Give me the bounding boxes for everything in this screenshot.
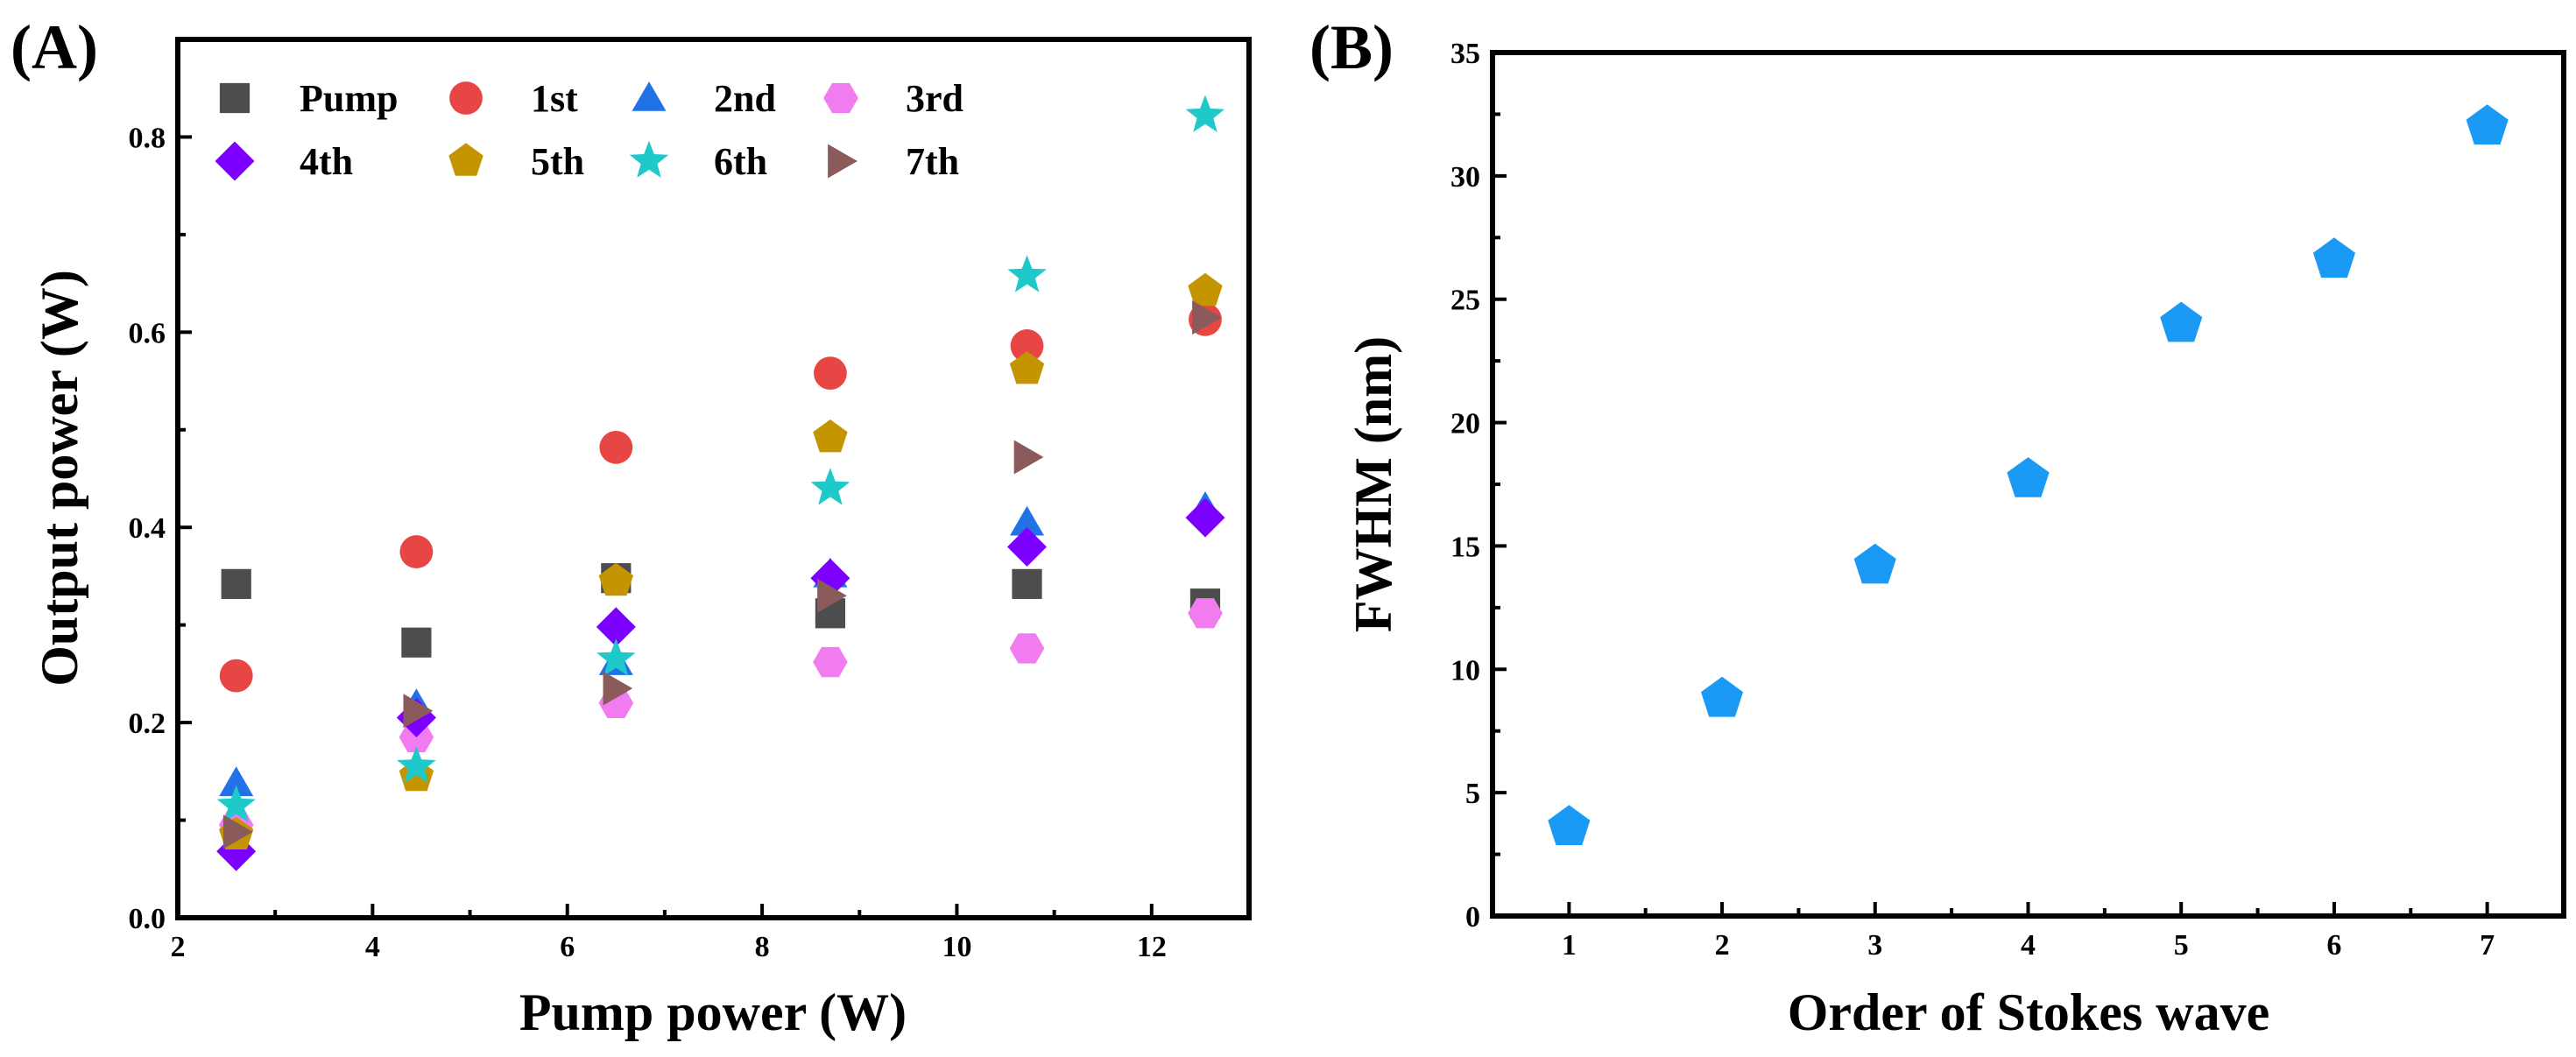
legend-label-pump: Pump bbox=[300, 77, 398, 120]
legend-marker-4th bbox=[215, 141, 255, 181]
panel-b-letter: (B) bbox=[1309, 12, 1394, 82]
panel-a-xtick-label: 8 bbox=[755, 931, 770, 963]
panel-a-points bbox=[216, 95, 1225, 871]
panel-a-legend: Pump 1st 2nd 3rd 4th 5th 6th 7th bbox=[215, 77, 963, 183]
panel-a-point-4th bbox=[596, 607, 636, 647]
panel-b-ytick-label: 35 bbox=[1450, 38, 1480, 70]
panel-a-ytick-label: 0.6 bbox=[129, 317, 166, 349]
legend-marker-pump bbox=[219, 82, 251, 114]
panel-b-xlabel: Order of Stokes wave bbox=[1788, 983, 2270, 1041]
panel-b-xtick-label: 4 bbox=[2021, 929, 2036, 962]
panel-a-point-6th bbox=[1007, 255, 1047, 292]
panel-a-xtick-label: 2 bbox=[171, 931, 186, 963]
panel-b-ticks: 1 2 3 4 5 6 7 0 5 10 15 20 25 30 35 bbox=[1450, 38, 2565, 962]
legend-label-2nd: 2nd bbox=[714, 77, 776, 120]
panel-a-ytick-label: 0.4 bbox=[129, 512, 166, 545]
legend-label-4th: 4th bbox=[300, 140, 353, 183]
panel-a-point-5th bbox=[1009, 351, 1045, 384]
legend-marker-6th bbox=[629, 140, 669, 178]
panel-b-ytick-label: 5 bbox=[1465, 778, 1480, 810]
panel-a-point-7th bbox=[1013, 440, 1044, 475]
panel-a-xtick-label: 6 bbox=[560, 931, 575, 963]
panel-b-point-fwhm bbox=[1701, 676, 1744, 717]
panel-a-xlabel: Pump power (W) bbox=[519, 983, 907, 1041]
panel-b-ytick-label: 25 bbox=[1450, 285, 1480, 317]
panel-a-letter: (A) bbox=[11, 12, 98, 82]
panel-b-xtick-label: 2 bbox=[1715, 929, 1730, 962]
legend-label-3rd: 3rd bbox=[906, 77, 963, 120]
panel-a-point-1st bbox=[814, 356, 847, 391]
legend-marker-2nd bbox=[632, 81, 667, 111]
panel-a-point-6th bbox=[1185, 95, 1225, 132]
panel-b-ytick-label: 30 bbox=[1450, 161, 1480, 194]
panel-a: (A) 2 4 6 8 10 12 0.0 0.2 0.4 0.6 0.8 Pump 1st 2nd 3r… bbox=[11, 12, 1252, 1041]
panel-b-ytick-label: 0 bbox=[1465, 901, 1480, 934]
panel-b-ytick-label: 20 bbox=[1450, 408, 1480, 440]
legend-marker-5th bbox=[448, 143, 483, 176]
panel-a-point-3rd bbox=[813, 646, 848, 678]
panel-b-xtick-label: 6 bbox=[2326, 929, 2341, 962]
panel-b-point-fwhm bbox=[1853, 543, 1896, 584]
panel-a-point-4th bbox=[1007, 527, 1047, 567]
panel-a-axes-frame bbox=[175, 37, 1252, 920]
panel-a-ytick-label: 0.0 bbox=[129, 903, 166, 935]
panel-b-xtick-label: 7 bbox=[2480, 929, 2495, 962]
legend-label-5th: 5th bbox=[531, 140, 584, 183]
panel-b-ytick-label: 10 bbox=[1450, 654, 1480, 687]
panel-a-point-6th bbox=[596, 638, 636, 676]
panel-a-point-7th bbox=[403, 694, 434, 729]
panel-a-point-6th bbox=[810, 468, 850, 505]
legend-label-1st: 1st bbox=[531, 77, 578, 120]
panel-a-point-pump bbox=[1012, 568, 1042, 599]
panel-b-point-fwhm bbox=[2466, 104, 2509, 144]
panel-a-point-1st bbox=[219, 659, 253, 693]
panel-a-xtick-label: 12 bbox=[1137, 931, 1167, 963]
panel-b-point-fwhm bbox=[1548, 805, 1591, 846]
panel-a-point-5th bbox=[1188, 272, 1223, 307]
panel-b-point-fwhm bbox=[2312, 237, 2355, 278]
panel-b-xtick-label: 5 bbox=[2174, 929, 2189, 962]
panel-a-point-3rd bbox=[1009, 633, 1045, 664]
panel-a-point-2nd bbox=[219, 766, 254, 797]
panel-a-point-3rd bbox=[1188, 598, 1223, 629]
panel-b-axes-frame bbox=[1490, 50, 2566, 919]
panel-a-ticks: 2 4 6 8 10 12 0.0 0.2 0.4 0.6 0.8 bbox=[129, 38, 1167, 963]
panel-a-point-7th bbox=[817, 578, 847, 613]
panel-b: (B) 1 2 3 4 5 6 7 0 5 10 15 20 25 30 35 Order of Stoke… bbox=[1309, 12, 2566, 1041]
panel-a-point-4th bbox=[1185, 497, 1225, 538]
panel-a-point-pump bbox=[221, 568, 251, 599]
legend-marker-7th bbox=[828, 144, 857, 179]
panel-a-point-7th bbox=[603, 671, 633, 706]
panel-a-point-5th bbox=[813, 419, 848, 453]
panel-a-ytick-label: 0.2 bbox=[129, 708, 166, 740]
panel-b-points bbox=[1548, 104, 2509, 846]
panel-b-ylabel: FWHM (nm) bbox=[1344, 336, 1402, 632]
panel-a-point-2nd bbox=[1010, 505, 1044, 536]
panel-a-xtick-label: 4 bbox=[365, 931, 380, 963]
panel-a-point-7th bbox=[1192, 300, 1222, 335]
panel-a-ytick-label: 0.8 bbox=[129, 122, 166, 154]
panel-a-point-5th bbox=[598, 562, 633, 596]
panel-b-xtick-label: 1 bbox=[1562, 929, 1577, 962]
legend-label-7th: 7th bbox=[906, 140, 959, 183]
panel-b-point-fwhm bbox=[2007, 457, 2050, 497]
legend-label-6th: 6th bbox=[714, 140, 767, 183]
panel-a-point-pump bbox=[401, 627, 432, 658]
panel-a-point-1st bbox=[1010, 329, 1044, 363]
panel-a-point-1st bbox=[399, 535, 434, 568]
panel-a-ylabel: Output power (W) bbox=[31, 270, 88, 687]
panel-a-point-1st bbox=[599, 430, 633, 464]
legend-marker-1st bbox=[449, 81, 483, 115]
panel-a-point-7th bbox=[222, 814, 253, 849]
legend-marker-3rd bbox=[823, 82, 858, 114]
panel-a-point-6th bbox=[216, 785, 256, 822]
panel-a-xtick-label: 10 bbox=[942, 931, 971, 963]
panel-b-point-fwhm bbox=[2160, 301, 2203, 342]
panel-b-ytick-label: 15 bbox=[1450, 531, 1480, 563]
panel-a-point-6th bbox=[397, 745, 436, 784]
panel-b-xtick-label: 3 bbox=[1867, 929, 1882, 962]
